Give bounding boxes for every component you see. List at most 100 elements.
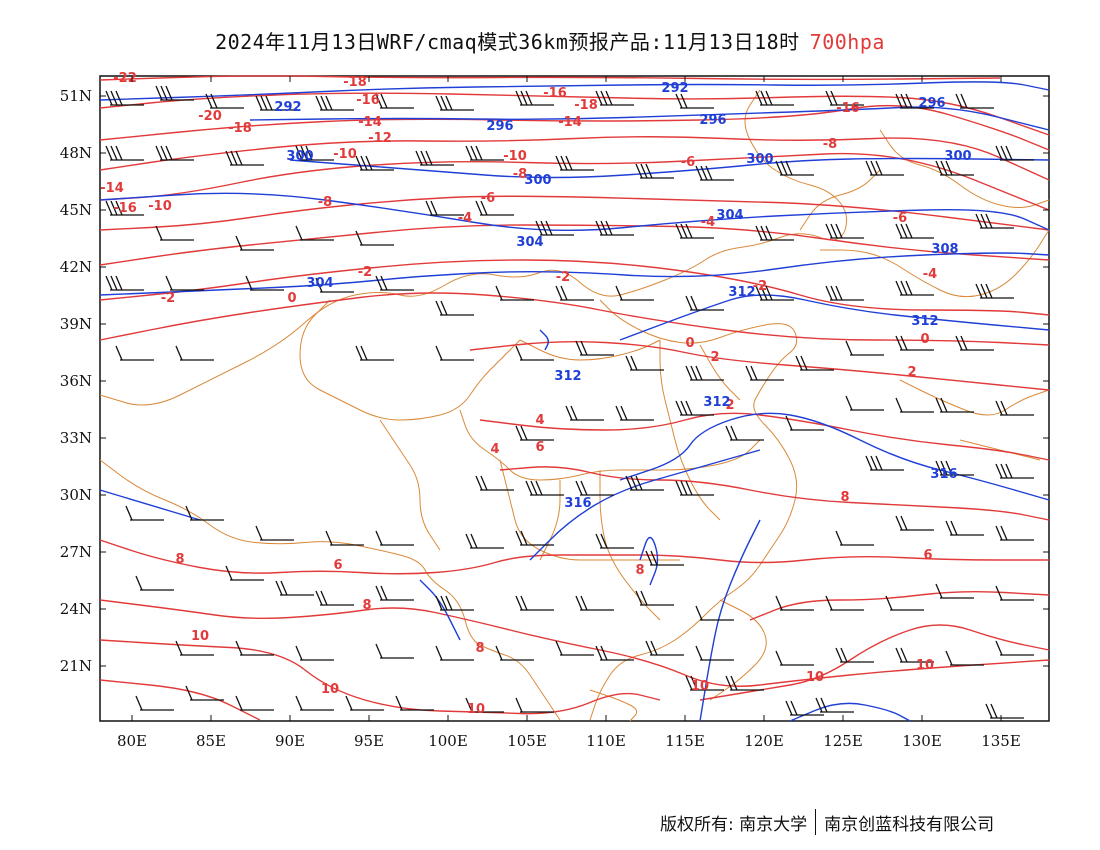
wind-barb [995,525,1034,541]
wind-barb [135,575,174,591]
wind-barb [565,405,604,421]
wind-barb [515,530,554,546]
wind-barb [645,640,684,656]
wind-barb [275,580,314,596]
temperature-label: -14 [558,115,582,130]
lat-label: 48N [60,144,92,162]
temperature-label: -2 [753,279,767,294]
temperature-label: -18 [574,98,598,113]
temperature-label: -6 [893,211,907,226]
height-label: 300 [944,149,971,164]
chart-title: 2024年11月13日WRF/cmaq模式36km预报产品:11月13日18时 7… [0,26,1100,55]
lat-label: 36N [60,372,92,390]
height-label: 316 [564,496,591,511]
border-line [899,379,1050,416]
wind-barb [355,155,394,171]
copyright-divider [815,809,817,835]
wind-barb [205,93,244,109]
copyright-right: 南京创蓝科技有限公司 [824,815,995,835]
wind-barb [595,220,634,236]
temperature-contour [99,599,1050,687]
temperature-contour [99,224,1050,266]
wind-barb [895,647,934,663]
border-line [379,419,441,551]
temperature-label: 0 [920,332,929,347]
temperature-contour [479,412,1050,461]
temperature-label: -4 [701,215,715,230]
wind-barb [235,695,274,711]
height-label: 304 [716,208,743,223]
wind-barbs [105,85,1034,719]
wind-barb [985,703,1024,719]
wind-barb [575,340,614,356]
wind-barb [975,213,1014,229]
temperature-label: 8 [635,563,644,578]
latitude-axis: 51N 48N 45N 42N 39N 36N 33N 30N 27N 24N 21N [60,87,1049,675]
wind-barb [675,93,714,109]
wind-barb [825,285,864,301]
wind-barb [295,225,334,241]
wind-barb [395,695,434,711]
lon-label: 130E [902,732,942,750]
temperature-label: -16 [836,101,860,116]
wind-barb [625,355,664,371]
height-label: 300 [524,173,551,188]
wind-barb [845,340,884,356]
wind-barb [515,425,554,441]
height-label: 312 [554,369,581,384]
wind-barb [675,223,714,239]
temperature-label: -16 [356,93,380,108]
wind-barb [475,200,514,216]
wind-barb [515,345,554,361]
wind-barb [135,695,174,711]
wind-barb [995,640,1034,656]
wind-barb [315,590,354,606]
temperature-label: 8 [475,641,484,656]
temperature-label: -8 [318,195,332,210]
wind-barb [595,645,634,661]
wind-barb [695,645,734,661]
wind-barb [375,643,414,659]
height-label: 296 [699,113,726,128]
wind-barb [725,675,764,691]
temperature-label: 10 [806,670,824,685]
wind-barb [895,223,934,239]
wind-barb [235,640,274,656]
wind-barb [685,295,724,311]
wind-barb [775,595,814,611]
temperature-label: 4 [535,413,544,428]
wind-barb [115,345,154,361]
wind-barb [825,223,864,239]
height-label: 304 [516,235,543,250]
wind-barb [175,640,214,656]
lon-label: 85E [196,732,226,750]
wind-barb [105,200,144,216]
wind-barb [835,647,874,663]
wind-barb [515,90,554,106]
lon-label: 135E [981,732,1021,750]
wind-barb [515,697,554,713]
wind-barb [345,695,384,711]
wind-barb [155,225,194,241]
wind-barb [555,155,594,171]
wind-barb [255,525,294,541]
temperature-label: 2 [710,350,719,365]
temperature-label: -4 [923,267,937,282]
wind-barb [525,480,564,496]
wind-barb [975,283,1014,299]
temperature-contour [469,340,1050,391]
height-label: 312 [728,285,755,300]
wind-barb [995,585,1034,601]
wind-barb [995,463,1034,479]
temperature-label: 0 [287,291,296,306]
height-contour [419,579,461,641]
wind-barb [185,685,224,701]
lat-label: 33N [60,429,92,447]
lon-label: 125E [823,732,863,750]
temperature-label: -14 [358,115,382,130]
wind-barb [645,550,684,566]
wind-barb [845,395,884,411]
height-label: 300 [286,149,313,164]
temperature-label: 6 [333,558,342,573]
wind-barb [375,93,414,109]
